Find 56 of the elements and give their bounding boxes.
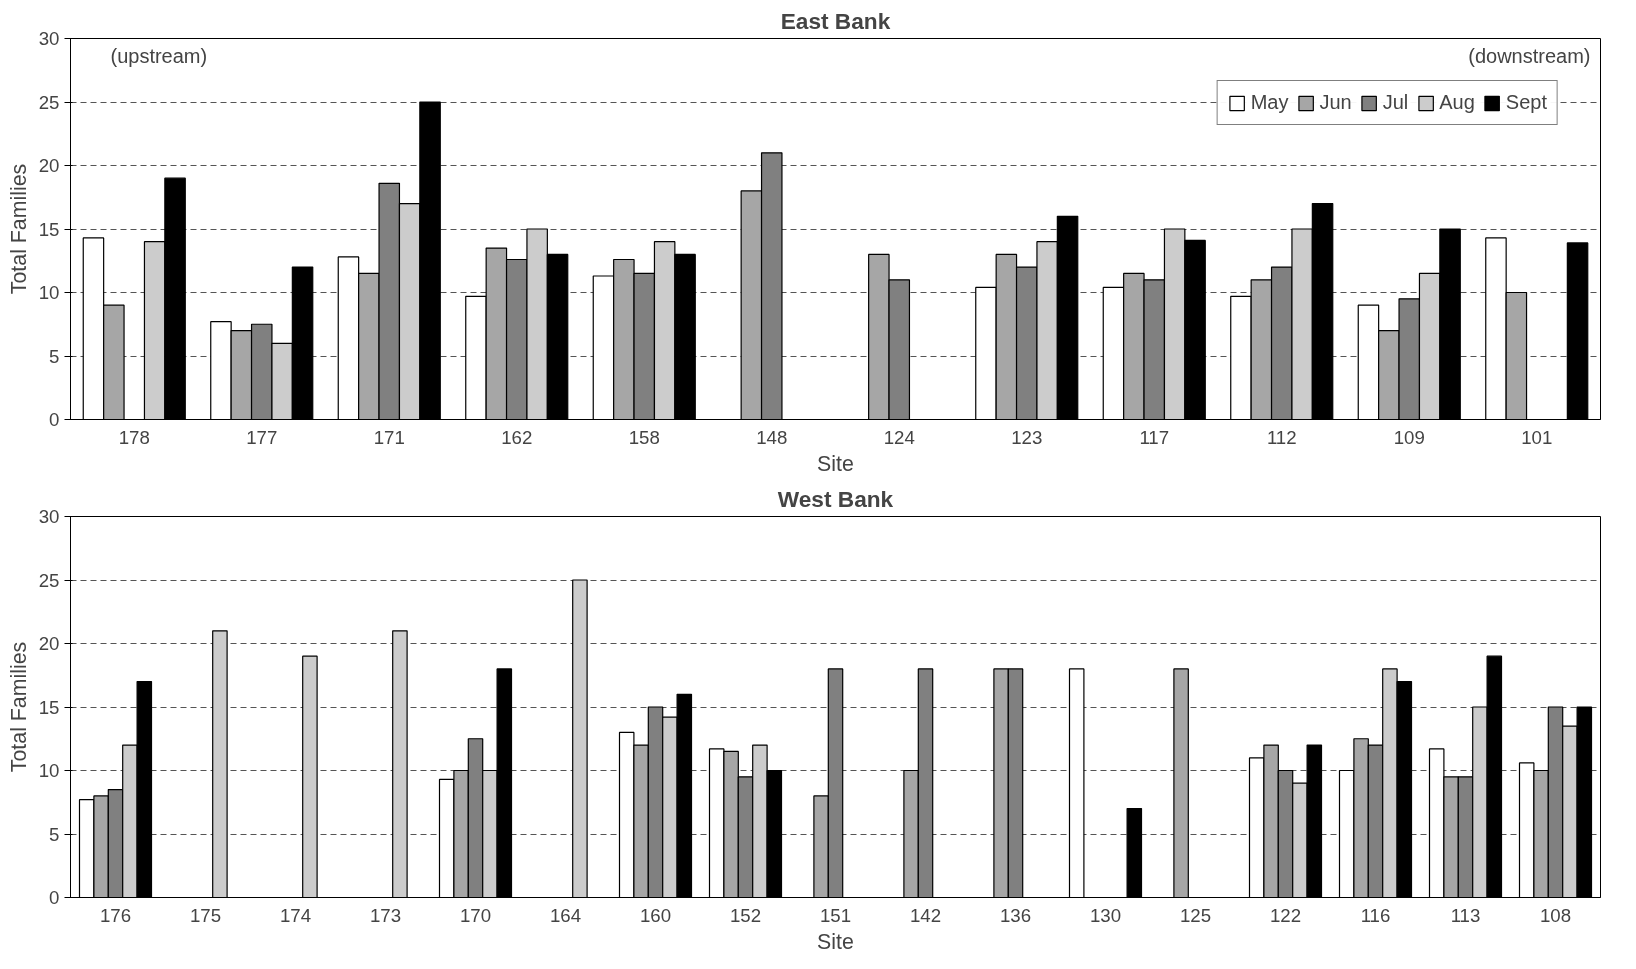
x-tick-label: 171 [373,426,405,448]
x-tick-label: 117 [1139,426,1170,448]
y-tick-label: 30 [38,28,60,49]
y-tick-label: 10 [38,760,60,781]
legend-label: Sept [1505,91,1547,114]
x-tick-label: 109 [1393,426,1425,448]
x-tick-label: 175 [189,904,222,926]
chart-title: East Bank [780,7,891,34]
y-tick-label: 5 [49,823,60,845]
x-tick-label: 116 [1360,904,1391,926]
x-tick-label: 136 [999,904,1032,926]
y-tick-label: 30 [38,506,60,527]
x-tick-label: 162 [501,426,533,448]
annotation: (upstream) [110,44,208,67]
legend-label: May [1250,91,1289,114]
x-tick-label: 170 [459,904,492,926]
x-tick-label: 151 [819,904,852,926]
x-axis-title: Site [817,451,854,476]
x-tick-label: 164 [549,904,582,926]
y-tick-label: 0 [49,887,60,908]
chart-title: West Bank [777,485,894,512]
y-axis-title: Total Families [6,641,31,773]
y-tick-label: 5 [49,345,60,367]
x-tick-label: 125 [1179,904,1212,926]
x-tick-label: 123 [1011,426,1043,448]
legend-label: Jun [1319,91,1352,114]
x-tick-label: 177 [246,426,278,448]
y-tick-label: 15 [38,696,60,718]
y-tick-label: 20 [38,633,60,654]
y-tick-label: 20 [38,155,60,176]
legend-label: Aug [1439,91,1475,114]
x-tick-label: 176 [99,904,132,926]
x-tick-label: 112 [1266,426,1297,448]
x-axis-title: Site [817,929,854,954]
y-tick-label: 10 [38,282,60,303]
x-tick-label: 108 [1539,904,1572,926]
x-tick-label: 173 [369,904,402,926]
x-tick-label: 101 [1521,426,1553,448]
y-tick-label: 15 [38,218,60,240]
x-tick-label: 160 [639,904,672,926]
x-tick-label: 122 [1269,904,1302,926]
x-tick-label: 124 [883,426,915,448]
x-tick-label: 130 [1089,904,1122,926]
annotation: (downstream) [1468,44,1591,67]
y-tick-label: 25 [38,569,60,591]
x-tick-label: 174 [279,904,312,926]
y-axis-title: Total Families [6,163,31,295]
legend-label: Jul [1382,91,1409,114]
x-tick-label: 178 [118,426,150,448]
x-tick-label: 113 [1450,904,1481,926]
x-tick-label: 158 [628,426,660,448]
y-tick-label: 25 [38,91,60,113]
y-tick-label: 0 [49,409,60,430]
x-tick-label: 152 [729,904,762,926]
x-tick-label: 148 [756,426,788,448]
x-tick-label: 142 [909,904,942,926]
